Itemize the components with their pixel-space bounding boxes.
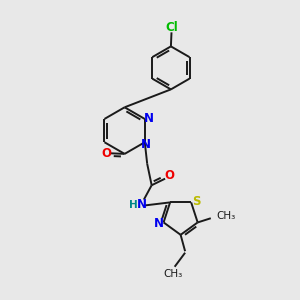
Text: N: N [137,198,147,212]
Text: Cl: Cl [165,21,178,34]
Text: CH₃: CH₃ [164,268,183,279]
Text: O: O [165,169,175,182]
Text: N: N [154,217,164,230]
Text: N: N [141,138,151,151]
Text: CH₃: CH₃ [217,211,236,221]
Text: N: N [144,112,154,125]
Text: O: O [102,147,112,160]
Text: H: H [129,200,138,210]
Text: S: S [192,195,200,208]
